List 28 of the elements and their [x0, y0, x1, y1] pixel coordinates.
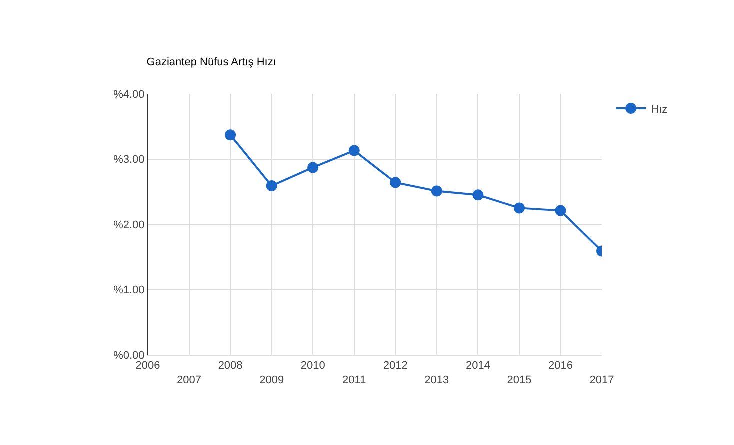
x-tick-label: 2017	[590, 374, 614, 386]
x-tick-label: 2014	[466, 360, 490, 372]
point	[348, 145, 360, 156]
y-tick-label: %1.00	[114, 284, 145, 297]
x-tick-label: 2006	[136, 360, 160, 372]
legend-label: Hız	[651, 104, 668, 116]
point	[555, 205, 566, 216]
x-tick-label: 2012	[383, 360, 408, 372]
point	[308, 162, 319, 174]
point	[472, 190, 484, 201]
point	[431, 186, 442, 197]
y-tick-label: %4.00	[114, 88, 145, 101]
point	[266, 180, 278, 192]
point	[225, 130, 236, 141]
x-tick-label: 2011	[342, 374, 366, 386]
x-tick-label: 2015	[507, 374, 532, 386]
y-tick-label: %0.00	[114, 350, 145, 362]
x-tick-label: 2007	[177, 374, 202, 386]
x-tick-label: 2009	[260, 374, 284, 386]
x-tick-label: 2008	[218, 360, 243, 372]
x-tick-label: 2010	[300, 360, 326, 372]
point	[390, 177, 402, 188]
y-tick-label: %3.00	[114, 154, 145, 166]
y-tick-label: %2.00	[114, 219, 145, 232]
x-tick-label: 2013	[424, 374, 450, 386]
point	[514, 202, 525, 214]
x-tick-label: 2016	[548, 360, 573, 372]
chart-title: Gaziantep Nüfus Artış Hızı	[146, 56, 276, 69]
